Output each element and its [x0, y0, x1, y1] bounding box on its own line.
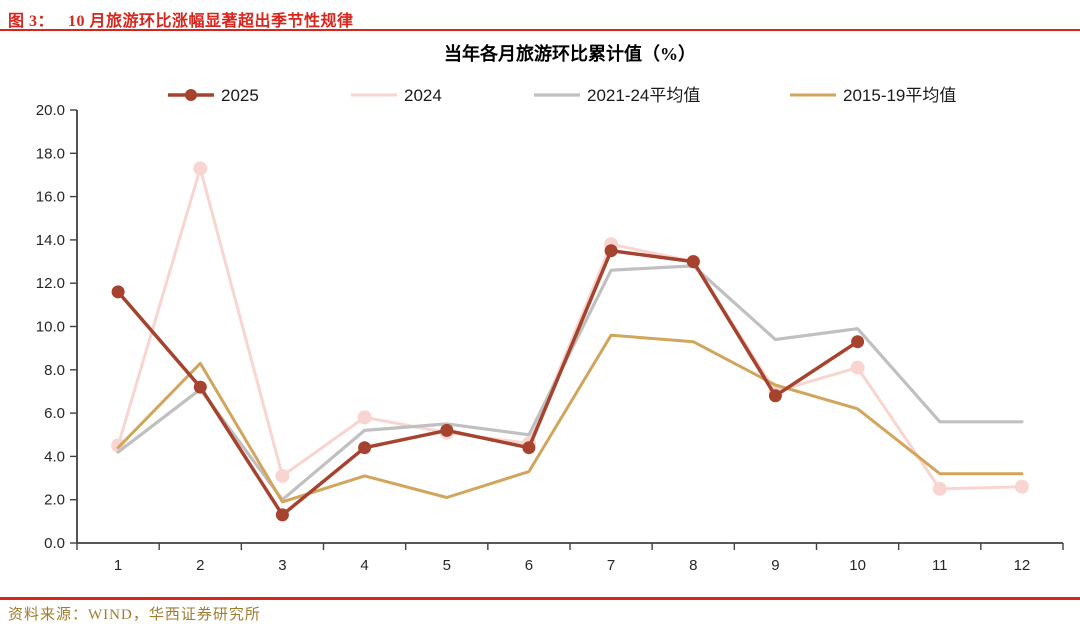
legend-label: 2025 — [221, 86, 259, 105]
x-tick-label: 4 — [360, 557, 368, 574]
chart-title: 当年各月旅游环比累计值（%） — [444, 43, 696, 64]
legend-swatch-marker — [185, 89, 197, 101]
series-marker-2025 — [275, 508, 289, 522]
series-marker-2024 — [1014, 479, 1029, 494]
series-marker-2024 — [357, 410, 372, 425]
series-line-2021-24平均值 — [116, 264, 1024, 502]
y-tick-label: 8.0 — [44, 362, 65, 379]
y-tick-label: 2.0 — [44, 492, 65, 509]
x-tick-label: 5 — [443, 557, 451, 574]
y-tick-label: 18.0 — [36, 145, 65, 162]
header-rule — [0, 29, 1080, 31]
y-tick-label: 10.0 — [36, 319, 65, 336]
series-marker-2025 — [851, 335, 865, 349]
series-marker-2025 — [604, 244, 618, 258]
series-marker-2024 — [932, 481, 947, 496]
series-marker-2025 — [440, 423, 454, 437]
series-line-2024 — [116, 167, 1024, 491]
legend-label: 2024 — [404, 86, 442, 105]
x-tick-label: 7 — [607, 557, 615, 574]
legend-item-2025: 2025 — [168, 86, 259, 105]
legend-label: 2015-19平均值 — [843, 86, 956, 105]
legend-item-2024: 2024 — [351, 86, 442, 105]
source-text: 资料来源：WIND，华西证券研究所 — [8, 607, 261, 623]
legend-item-2015-19平均值: 2015-19平均值 — [790, 86, 956, 105]
y-tick-label: 20.0 — [36, 102, 65, 119]
y-tick-label: 12.0 — [36, 275, 65, 292]
y-tick-label: 6.0 — [44, 405, 65, 422]
y-tick-label: 14.0 — [36, 232, 65, 249]
figure-title: 10 月旅游环比涨幅显著超出季节性规律 — [68, 13, 354, 30]
series-marker-2025 — [522, 441, 536, 455]
x-tick-label: 3 — [278, 557, 286, 574]
x-tick-label: 2 — [196, 557, 204, 574]
series-line-2025 — [116, 248, 860, 517]
series-marker-2024 — [193, 161, 208, 176]
figure-header: 图 3： 10 月旅游环比涨幅显著超出季节性规律 — [8, 7, 354, 31]
x-tick-label: 1 — [114, 557, 122, 574]
legend-item-2021-24平均值: 2021-24平均值 — [534, 86, 700, 105]
legend-label: 2021-24平均值 — [587, 86, 700, 105]
x-tick-label: 12 — [1014, 557, 1031, 574]
figure-label: 图 3： — [8, 13, 55, 30]
series-marker-2025 — [358, 441, 372, 455]
x-tick-label: 11 — [932, 557, 948, 574]
x-tick-label: 9 — [771, 557, 779, 574]
y-tick-label: 16.0 — [36, 189, 65, 206]
y-tick-label: 0.0 — [44, 535, 65, 552]
footer-rule — [0, 597, 1080, 600]
series-marker-2025 — [111, 285, 125, 299]
series-marker-2024 — [850, 360, 865, 375]
x-tick-label: 10 — [849, 557, 866, 574]
series-marker-2025 — [193, 380, 207, 394]
series-marker-2025 — [686, 255, 700, 269]
series-marker-2025 — [768, 389, 782, 403]
series-line-2015-19平均值 — [116, 333, 1024, 504]
series-marker-2024 — [275, 468, 290, 483]
x-tick-label: 8 — [689, 557, 697, 574]
y-tick-label: 4.0 — [44, 448, 65, 465]
x-tick-label: 6 — [525, 557, 533, 574]
